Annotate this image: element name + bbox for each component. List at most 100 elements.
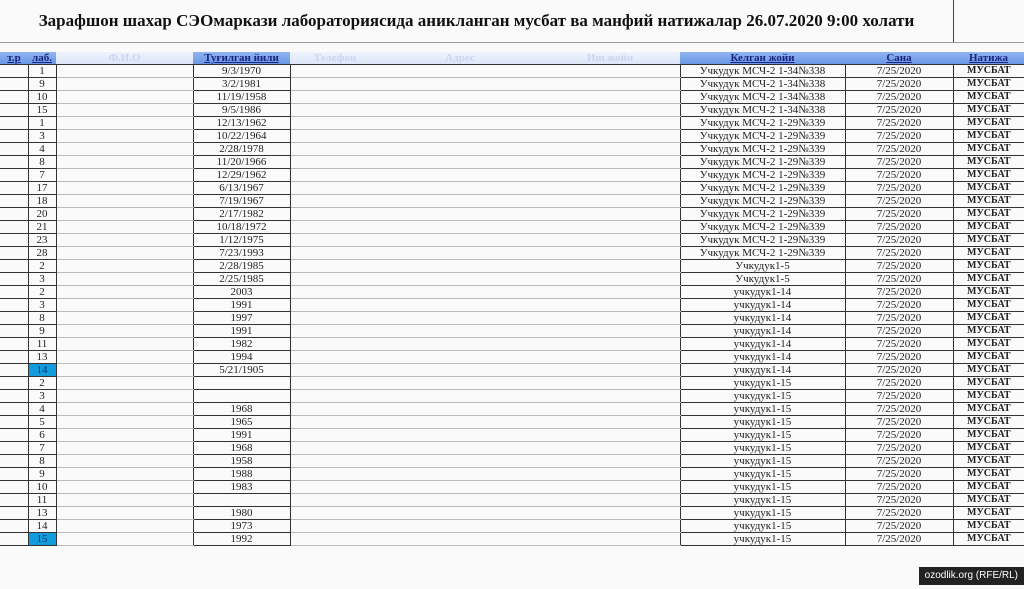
- cell-name[interactable]: [56, 77, 194, 91]
- cell-workplace[interactable]: [540, 454, 681, 468]
- cell-origin[interactable]: учкудук1-15: [680, 519, 846, 533]
- cell-name[interactable]: [56, 207, 194, 221]
- cell-birth-year[interactable]: 1/12/1975: [193, 233, 291, 247]
- cell-result[interactable]: МУСБАТ: [953, 337, 1024, 351]
- cell-number[interactable]: [0, 155, 29, 169]
- cell-lab[interactable]: 7: [28, 441, 57, 455]
- cell-date[interactable]: 7/25/2020: [845, 90, 954, 104]
- cell-number[interactable]: [0, 402, 29, 416]
- cell-name[interactable]: [56, 454, 194, 468]
- cell-phone[interactable]: [290, 103, 380, 117]
- cell-number[interactable]: [0, 337, 29, 351]
- cell-number[interactable]: [0, 259, 29, 273]
- cell-workplace[interactable]: [540, 532, 681, 546]
- cell-result[interactable]: МУСБАТ: [953, 259, 1024, 273]
- cell-workplace[interactable]: [540, 363, 681, 377]
- cell-number[interactable]: [0, 454, 29, 468]
- cell-date[interactable]: 7/25/2020: [845, 467, 954, 481]
- cell-birth-year[interactable]: 1991: [193, 298, 291, 312]
- cell-lab[interactable]: 3: [28, 389, 57, 403]
- cell-phone[interactable]: [290, 298, 380, 312]
- cell-origin[interactable]: Учкудук МСЧ-2 1-29№339: [680, 194, 846, 208]
- cell-number[interactable]: [0, 532, 29, 546]
- cell-lab[interactable]: 10: [28, 480, 57, 494]
- cell-date[interactable]: 7/25/2020: [845, 350, 954, 364]
- cell-date[interactable]: 7/25/2020: [845, 389, 954, 403]
- cell-origin[interactable]: учкудук1-15: [680, 532, 846, 546]
- cell-name[interactable]: [56, 376, 194, 390]
- cell-number[interactable]: [0, 519, 29, 533]
- cell-lab[interactable]: 9: [28, 324, 57, 338]
- cell-number[interactable]: [0, 103, 29, 117]
- cell-name[interactable]: [56, 181, 194, 195]
- cell-phone[interactable]: [290, 415, 380, 429]
- cell-birth-year[interactable]: 1991: [193, 428, 291, 442]
- cell-workplace[interactable]: [540, 441, 681, 455]
- cell-origin[interactable]: Учкудук МСЧ-2 1-29№339: [680, 246, 846, 260]
- cell-address[interactable]: [380, 246, 540, 260]
- cell-result[interactable]: МУСБАТ: [953, 376, 1024, 390]
- cell-name[interactable]: [56, 233, 194, 247]
- cell-result[interactable]: МУСБАТ: [953, 506, 1024, 520]
- cell-result[interactable]: МУСБАТ: [953, 311, 1024, 325]
- cell-name[interactable]: [56, 116, 194, 130]
- cell-birth-year[interactable]: 10/22/1964: [193, 129, 291, 143]
- cell-address[interactable]: [380, 272, 540, 286]
- cell-date[interactable]: 7/25/2020: [845, 532, 954, 546]
- cell-lab[interactable]: 2: [28, 259, 57, 273]
- cell-birth-year[interactable]: 1994: [193, 350, 291, 364]
- cell-date[interactable]: 7/25/2020: [845, 311, 954, 325]
- cell-address[interactable]: [380, 324, 540, 338]
- header-address[interactable]: Адрес: [380, 52, 540, 65]
- cell-date[interactable]: 7/25/2020: [845, 363, 954, 377]
- cell-lab[interactable]: 11: [28, 493, 57, 507]
- cell-phone[interactable]: [290, 90, 380, 104]
- cell-birth-year[interactable]: 9/3/1970: [193, 64, 291, 78]
- cell-workplace[interactable]: [540, 142, 681, 156]
- cell-number[interactable]: [0, 363, 29, 377]
- cell-origin[interactable]: Учкудук1-5: [680, 272, 846, 286]
- cell-origin[interactable]: учкудук1-14: [680, 298, 846, 312]
- cell-date[interactable]: 7/25/2020: [845, 272, 954, 286]
- cell-lab[interactable]: 13: [28, 350, 57, 364]
- cell-birth-year[interactable]: [193, 493, 291, 507]
- cell-name[interactable]: [56, 194, 194, 208]
- cell-date[interactable]: 7/25/2020: [845, 129, 954, 143]
- cell-result[interactable]: МУСБАТ: [953, 64, 1024, 78]
- cell-workplace[interactable]: [540, 402, 681, 416]
- cell-address[interactable]: [380, 181, 540, 195]
- cell-birth-year[interactable]: 12/13/1962: [193, 116, 291, 130]
- cell-origin[interactable]: учкудук1-14: [680, 350, 846, 364]
- cell-workplace[interactable]: [540, 246, 681, 260]
- cell-name[interactable]: [56, 285, 194, 299]
- cell-number[interactable]: [0, 116, 29, 130]
- cell-name[interactable]: [56, 142, 194, 156]
- cell-address[interactable]: [380, 519, 540, 533]
- cell-address[interactable]: [380, 285, 540, 299]
- cell-birth-year[interactable]: 1991: [193, 324, 291, 338]
- cell-phone[interactable]: [290, 441, 380, 455]
- cell-name[interactable]: [56, 259, 194, 273]
- cell-birth-year[interactable]: [193, 389, 291, 403]
- cell-number[interactable]: [0, 181, 29, 195]
- cell-origin[interactable]: учкудук1-14: [680, 324, 846, 338]
- cell-address[interactable]: [380, 233, 540, 247]
- cell-birth-year[interactable]: 1973: [193, 519, 291, 533]
- cell-origin[interactable]: Учкудук МСЧ-2 1-29№339: [680, 129, 846, 143]
- cell-lab[interactable]: 15: [28, 103, 57, 117]
- cell-date[interactable]: 7/25/2020: [845, 155, 954, 169]
- cell-phone[interactable]: [290, 480, 380, 494]
- cell-result[interactable]: МУСБАТ: [953, 428, 1024, 442]
- cell-workplace[interactable]: [540, 467, 681, 481]
- cell-date[interactable]: 7/25/2020: [845, 194, 954, 208]
- cell-name[interactable]: [56, 493, 194, 507]
- cell-date[interactable]: 7/25/2020: [845, 493, 954, 507]
- cell-result[interactable]: МУСБАТ: [953, 129, 1024, 143]
- cell-origin[interactable]: Учкудук МСЧ-2 1-29№339: [680, 155, 846, 169]
- cell-address[interactable]: [380, 103, 540, 117]
- cell-origin[interactable]: учкудук1-15: [680, 415, 846, 429]
- cell-name[interactable]: [56, 155, 194, 169]
- cell-birth-year[interactable]: 3/2/1981: [193, 77, 291, 91]
- cell-number[interactable]: [0, 428, 29, 442]
- cell-number[interactable]: [0, 376, 29, 390]
